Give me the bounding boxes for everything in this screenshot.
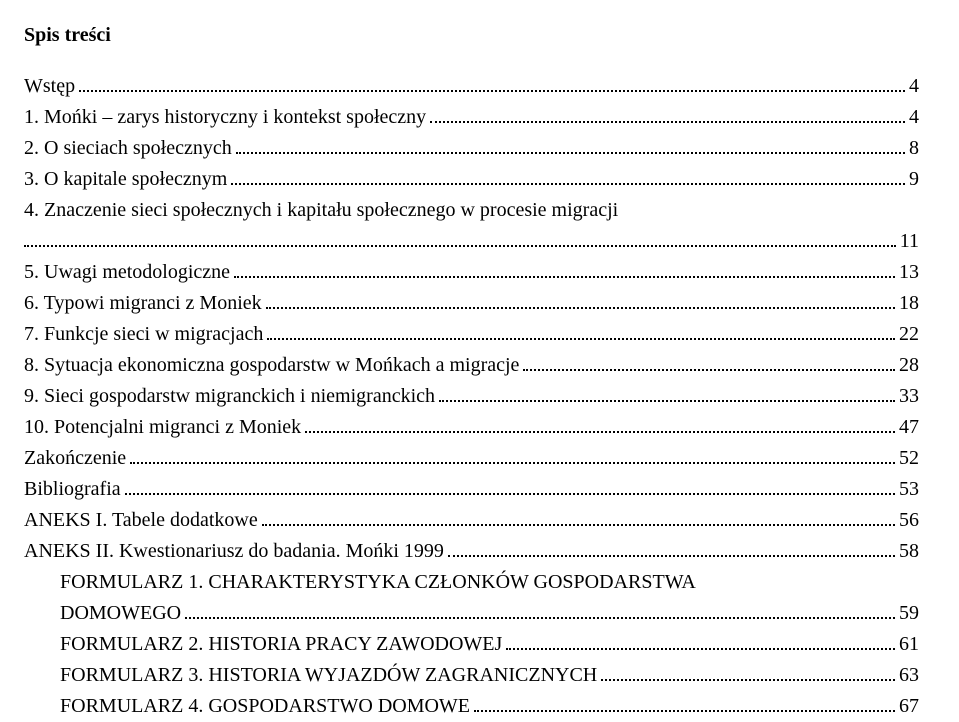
toc-entry-label: FORMULARZ 2. HISTORIA PRACY ZAWODOWEJ [60, 629, 502, 660]
toc-entry: 10. Potencjalni migranci z Moniek 47 [24, 412, 919, 443]
toc-entry-label: 3. O kapitale społecznym [24, 164, 227, 195]
toc-dots [523, 353, 895, 371]
toc-title: Spis treści [24, 24, 919, 47]
toc-entry-label: 4. Znaczenie sieci społecznych i kapitał… [24, 195, 618, 226]
toc-dots [185, 601, 895, 619]
toc-dots [439, 384, 895, 402]
toc-entry: 5. Uwagi metodologiczne 13 [24, 257, 919, 288]
toc-dots [79, 74, 905, 92]
toc-dots [24, 229, 896, 247]
toc-dots [125, 477, 895, 495]
toc-entry-page: 13 [899, 257, 919, 288]
toc-entry-label: 9. Sieci gospodarstw migranckich i niemi… [24, 381, 435, 412]
toc-entry-label: Wstęp [24, 71, 75, 102]
toc-entry-page: 9 [909, 164, 919, 195]
toc-entry-page: 53 [899, 474, 919, 505]
toc-entry: Wstęp 4 [24, 71, 919, 102]
toc-dots [305, 415, 895, 433]
toc-entry-page: 11 [900, 226, 919, 257]
toc-dots [448, 539, 895, 557]
toc-entry-label: 8. Sytuacja ekonomiczna gospodarstw w Mo… [24, 350, 519, 381]
toc-entry-label: FORMULARZ 3. HISTORIA WYJAZDÓW ZAGRANICZ… [60, 660, 597, 691]
toc-entry: FORMULARZ 2. HISTORIA PRACY ZAWODOWEJ 61 [24, 629, 919, 660]
toc-entry: 6. Typowi migranci z Moniek 18 [24, 288, 919, 319]
toc-entry: ANEKS II. Kwestionariusz do badania. Moń… [24, 536, 919, 567]
toc-entry-page: 67 [899, 691, 919, 722]
toc-entry-page: 63 [899, 660, 919, 691]
toc-entry-page: 4 [909, 102, 919, 133]
toc-dots [506, 632, 895, 650]
toc-dots [474, 694, 895, 712]
toc-entry-label: Bibliografia [24, 474, 121, 505]
toc-dots [267, 322, 895, 340]
toc-entry: 8. Sytuacja ekonomiczna gospodarstw w Mo… [24, 350, 919, 381]
toc-list: Wstęp 41. Mońki – zarys historyczny i ko… [24, 71, 919, 722]
toc-entry: 9. Sieci gospodarstw migranckich i niemi… [24, 381, 919, 412]
toc-dots [130, 446, 895, 464]
toc-entry: 4. Znaczenie sieci społecznych i kapitał… [24, 195, 919, 226]
toc-entry-label: 10. Potencjalni migranci z Moniek [24, 412, 301, 443]
toc-dots [430, 105, 905, 123]
toc-entry-page: 52 [899, 443, 919, 474]
toc-dots [236, 136, 905, 154]
toc-entry-label: ANEKS I. Tabele dodatkowe [24, 505, 258, 536]
toc-entry: FORMULARZ 3. HISTORIA WYJAZDÓW ZAGRANICZ… [24, 660, 919, 691]
toc-entry-label: FORMULARZ 1. CHARAKTERYSTYKA CZŁONKÓW GO… [60, 567, 696, 598]
toc-entry: 11 [24, 226, 919, 257]
toc-entry-page: 47 [899, 412, 919, 443]
toc-entry-page: 58 [899, 536, 919, 567]
toc-entry-label: ANEKS II. Kwestionariusz do badania. Moń… [24, 536, 444, 567]
toc-entry-label: FORMULARZ 4. GOSPODARSTWO DOMOWE [60, 691, 470, 722]
toc-entry-page: 56 [899, 505, 919, 536]
toc-entry: 7. Funkcje sieci w migracjach 22 [24, 319, 919, 350]
toc-dots [266, 291, 895, 309]
toc-entry-page: 22 [899, 319, 919, 350]
toc-entry-label: Zakończenie [24, 443, 126, 474]
toc-entry: Zakończenie 52 [24, 443, 919, 474]
toc-entry: FORMULARZ 4. GOSPODARSTWO DOMOWE 67 [24, 691, 919, 722]
toc-dots [262, 508, 895, 526]
toc-entry: ANEKS I. Tabele dodatkowe 56 [24, 505, 919, 536]
toc-entry: 3. O kapitale społecznym 9 [24, 164, 919, 195]
toc-entry: 2. O sieciach społecznych 8 [24, 133, 919, 164]
toc-entry: Bibliografia 53 [24, 474, 919, 505]
toc-entry-page: 33 [899, 381, 919, 412]
toc-entry-label: 7. Funkcje sieci w migracjach [24, 319, 263, 350]
toc-entry-label: 1. Mońki – zarys historyczny i kontekst … [24, 102, 426, 133]
toc-entry: 1. Mońki – zarys historyczny i kontekst … [24, 102, 919, 133]
toc-entry-label: 5. Uwagi metodologiczne [24, 257, 230, 288]
toc-dots [601, 663, 895, 681]
toc-entry-page: 61 [899, 629, 919, 660]
toc-entry-label: 6. Typowi migranci z Moniek [24, 288, 262, 319]
toc-entry: DOMOWEGO 59 [24, 598, 919, 629]
toc-entry-page: 28 [899, 350, 919, 381]
toc-dots [231, 167, 905, 185]
toc-entry-page: 18 [899, 288, 919, 319]
toc-entry-label: 2. O sieciach społecznych [24, 133, 232, 164]
toc-dots [234, 260, 895, 278]
toc-entry-page: 4 [909, 71, 919, 102]
toc-entry-page: 8 [909, 133, 919, 164]
toc-entry-page: 59 [899, 598, 919, 629]
toc-entry-label: DOMOWEGO [60, 598, 181, 629]
toc-entry: FORMULARZ 1. CHARAKTERYSTYKA CZŁONKÓW GO… [24, 567, 919, 598]
